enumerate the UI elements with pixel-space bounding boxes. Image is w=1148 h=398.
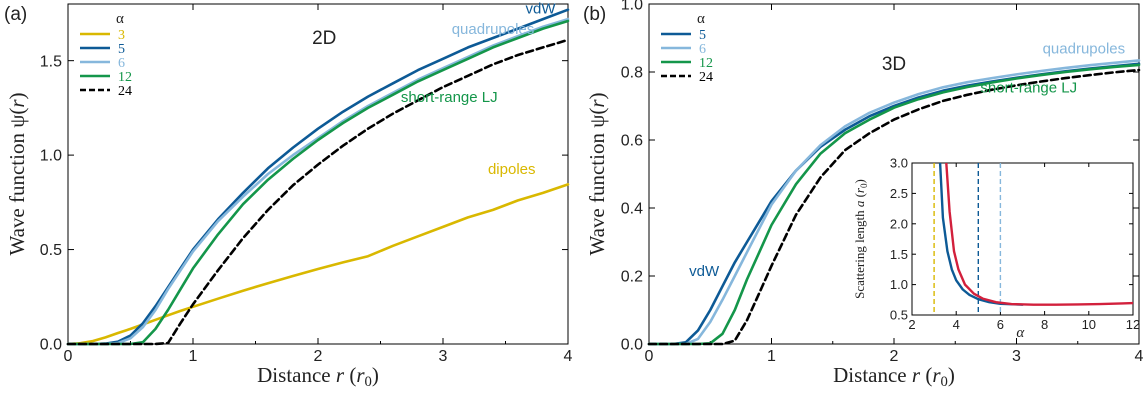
- inset: 2 4 6 8 10 12 0.5 1.0 1.5 2.0 2.5 3.0 α Scattering le…: [852, 156, 1140, 341]
- panel-b-y-tick-label: 1.0: [621, 0, 643, 14]
- panel-b-legend-title: α: [697, 11, 705, 27]
- inset-x-tick-label: 8: [1041, 317, 1048, 332]
- panel-a-label: (a): [4, 4, 27, 25]
- panel-b-y-tick-label: 0.6: [621, 133, 643, 150]
- inset-series: [938, 163, 1133, 306]
- inset-series-line: [945, 163, 1133, 306]
- panel-b-title: 3D: [882, 54, 906, 75]
- inset-y-tick-label: 1.5: [890, 247, 908, 262]
- panel-a-legend-label: 3: [118, 28, 125, 43]
- panel-b-series-line: [647, 59, 1141, 346]
- panel-a-x-tick-label: 0: [64, 348, 73, 365]
- panel-a-y-tick-label: 1.5: [40, 53, 62, 70]
- inset-x-tick-label: 2: [908, 317, 915, 332]
- panel-a-legend-label: 5: [118, 42, 125, 57]
- panel-b-legend-label: 5: [699, 28, 706, 43]
- inset-y-tick-label: 2.0: [890, 216, 908, 231]
- panel-b-series-line: [647, 63, 1141, 346]
- panel-a-series-line: [66, 19, 570, 346]
- inset-x-tick-label: 4: [953, 317, 960, 332]
- panel-a-y-tick-label: 1.0: [40, 148, 62, 165]
- panel-a-title: 2D: [312, 28, 336, 49]
- panel-b-y-axis-label: Wave function ψ(r): [585, 92, 609, 255]
- inset-x-axis-label: α: [1016, 325, 1025, 341]
- panel-b-x-tick-label: 1: [767, 348, 776, 365]
- panel-b-x-tick-label: 4: [1135, 348, 1144, 365]
- panel-b-annotation: vdW: [689, 263, 720, 280]
- inset-x-tick-label: 12: [1126, 317, 1140, 332]
- panel-a-x-tick-label: 3: [439, 348, 448, 365]
- inset-x-tick-label: 10: [1082, 317, 1096, 332]
- inset-y-tick-label: 0.5: [890, 308, 908, 323]
- inset-y-axis-label: Scattering length a (r0): [852, 179, 869, 299]
- panel-b-legend-label: 12: [699, 56, 713, 71]
- inset-x-tick-label: 6: [997, 317, 1004, 332]
- panel-a-series-line: [66, 17, 570, 346]
- panel-b-y-tick-label: 0.0: [621, 337, 643, 354]
- inset-y-tick-label: 1.0: [890, 277, 908, 292]
- panel-a-x-tick-label: 2: [314, 348, 323, 365]
- panel-a-series-line: [66, 38, 570, 346]
- inset-y-tick-label: 3.0: [890, 156, 908, 171]
- panel-b-x-axis-label: Distance r (r0): [833, 363, 955, 390]
- panel-b-x-tick-label: 0: [645, 348, 654, 365]
- inset-series-line: [938, 163, 1024, 306]
- panel-a-annotation: vdW: [526, 0, 557, 17]
- panel-a-x-axis-label: Distance r (r0): [257, 363, 379, 390]
- panel-a-y-tick-label: 0.5: [40, 242, 62, 259]
- panel-a-legend-title: α: [116, 11, 124, 27]
- panel-a-annotation: dipoles: [488, 161, 536, 178]
- panel-a-x-tick-label: 4: [564, 348, 573, 365]
- panel-a-annotation: short-range LJ: [401, 89, 498, 106]
- panel-a-series-line: [66, 183, 570, 346]
- panel-b-annotation: short-range LJ: [980, 79, 1077, 96]
- panel-b-annotation: quadrupoles: [1043, 40, 1126, 57]
- panel-a-y-axis-label: Wave function ψ(r): [5, 92, 29, 255]
- panel-a-series-line: [66, 8, 570, 346]
- panel-a-legend-label: 24: [118, 84, 132, 99]
- panel-a-legend-label: 12: [118, 70, 132, 85]
- panel-b-y-tick-label: 0.8: [621, 65, 643, 82]
- inset-y-tick-label: 2.5: [890, 186, 908, 201]
- panel-b-label: (b): [583, 4, 606, 25]
- panel-a: 0 1 2 3 40.00.51.01.5(a)2Dα3561224vdWquadrup…: [4, 0, 573, 390]
- panel-a-annotation: quadrupoles: [452, 21, 535, 38]
- panel-b-series-line: [647, 68, 1141, 346]
- panel-b-y-tick-label: 0.2: [621, 269, 643, 286]
- panel-b-x-tick-label: 2: [890, 348, 899, 365]
- panel-a-y-tick-label: 0.0: [40, 337, 62, 354]
- panel-a-legend-label: 6: [118, 56, 125, 71]
- panel-b-y-tick-label: 0.4: [621, 201, 643, 218]
- panel-b-x-tick-label: 3: [1012, 348, 1021, 365]
- panel-b: 0 1 2 3 40.00.20.40.60.81.0(b)3Dα561224quadr…: [583, 0, 1144, 390]
- panel-b-legend-label: 24: [699, 70, 713, 85]
- panel-a-x-tick-label: 1: [189, 348, 198, 365]
- panel-b-legend-label: 6: [699, 42, 706, 57]
